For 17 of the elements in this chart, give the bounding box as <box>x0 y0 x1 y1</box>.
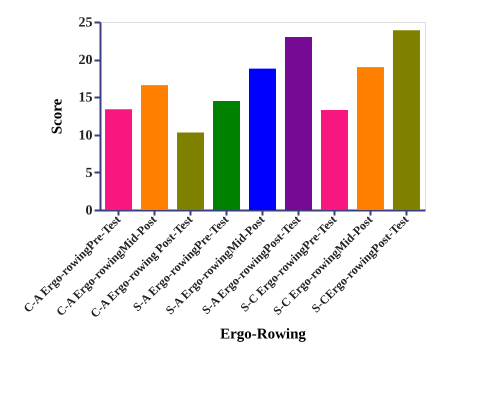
y-tick-label: 0 <box>86 204 92 218</box>
bar <box>105 109 132 210</box>
bar <box>320 110 348 210</box>
bar <box>284 37 312 210</box>
y-tick-label: 10 <box>78 128 92 144</box>
bar <box>141 85 168 210</box>
bar <box>356 67 384 210</box>
y-axis-title: Score <box>50 98 66 134</box>
x-axis-title: Ergo-Rowing <box>220 326 306 342</box>
bar <box>392 30 420 210</box>
bar <box>249 68 276 210</box>
y-tick-label: 25 <box>78 16 92 30</box>
y-tick-label: 20 <box>78 53 92 68</box>
y-tick-label: 5 <box>86 166 92 181</box>
y-tick-label: 15 <box>78 90 92 106</box>
bar <box>213 100 240 210</box>
bar <box>177 132 204 210</box>
